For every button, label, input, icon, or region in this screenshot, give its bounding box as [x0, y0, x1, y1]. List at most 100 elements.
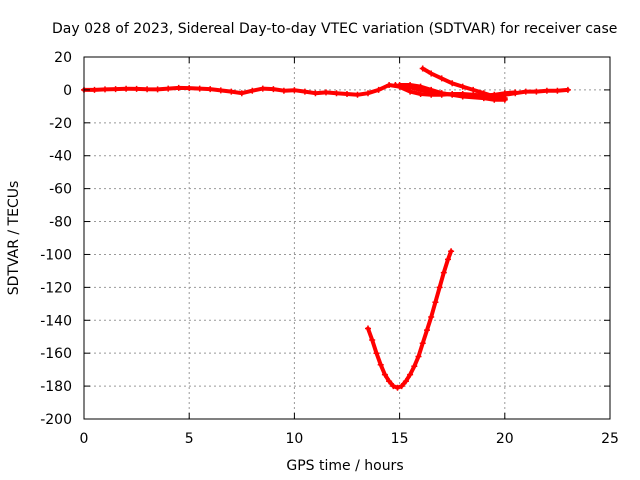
- data-point: [291, 87, 298, 94]
- data-point: [365, 325, 371, 332]
- data-point: [259, 85, 266, 92]
- data-point: [377, 361, 384, 368]
- data-point: [417, 91, 424, 97]
- data-point: [365, 90, 371, 97]
- y-tick-label: 20: [54, 50, 72, 66]
- data-point: [428, 70, 435, 77]
- data-point: [459, 93, 466, 100]
- data-point: [415, 353, 422, 360]
- data-point: [417, 83, 424, 90]
- data-point: [407, 88, 414, 95]
- data-point: [522, 88, 529, 95]
- data-point: [424, 327, 430, 334]
- series-layer: [81, 65, 571, 391]
- y-tick-label: 0: [63, 83, 72, 99]
- data-point: [228, 88, 235, 95]
- data-point: [369, 337, 376, 343]
- data-point: [396, 82, 403, 88]
- grid: [84, 57, 610, 419]
- data-point: [333, 90, 340, 97]
- data-point: [432, 299, 439, 306]
- data-point: [381, 371, 388, 378]
- data-point: [217, 87, 224, 94]
- data-point: [102, 86, 108, 93]
- data-point: [436, 284, 443, 291]
- data-point: [438, 90, 445, 97]
- data-point: [428, 86, 435, 93]
- data-point: [238, 90, 245, 97]
- data-point: [249, 87, 256, 94]
- data-point: [373, 350, 380, 357]
- data-point: [123, 85, 130, 92]
- data-point: [445, 256, 451, 263]
- data-point: [344, 91, 350, 97]
- data-point: [470, 86, 477, 93]
- x-tick-label: 25: [601, 431, 619, 447]
- data-point: [301, 88, 308, 95]
- data-point: [386, 378, 393, 385]
- data-point: [323, 89, 329, 96]
- data-point: [394, 384, 401, 391]
- data-point: [480, 90, 487, 97]
- data-point: [165, 85, 172, 92]
- data-point: [543, 87, 550, 94]
- data-point: [186, 85, 193, 92]
- y-axis-label: SDTVAR / TECUs: [6, 181, 22, 296]
- data-point: [390, 383, 397, 390]
- data-point: [419, 65, 426, 72]
- data-point: [154, 86, 161, 93]
- data-point: [312, 90, 319, 97]
- chart-title: Day 028 of 2023, Sidereal Day-to-day VTE…: [52, 21, 617, 37]
- data-point: [501, 95, 508, 102]
- data-point: [112, 86, 119, 93]
- x-tick-label: 5: [185, 431, 194, 447]
- data-point: [91, 86, 98, 93]
- y-tick-label: -180: [40, 379, 72, 395]
- data-point: [196, 85, 203, 92]
- y-tick-label: -20: [49, 116, 72, 132]
- y-tick-label: -40: [49, 149, 72, 165]
- data-point: [386, 82, 393, 88]
- data-point: [419, 340, 426, 347]
- x-tick-label: 0: [80, 431, 89, 447]
- data-point: [207, 86, 214, 93]
- x-axis-label: GPS time / hours: [286, 458, 403, 474]
- data-point: [402, 378, 409, 385]
- y-tick-label: -140: [40, 313, 72, 329]
- data-point: [407, 371, 414, 378]
- x-tick-label: 10: [285, 431, 303, 447]
- data-point: [270, 86, 277, 93]
- data-point: [449, 80, 456, 87]
- data-point: [438, 75, 445, 82]
- data-point: [564, 86, 571, 93]
- data-point: [280, 87, 287, 94]
- data-point: [459, 83, 466, 90]
- data-point: [354, 91, 361, 98]
- x-tick-label: 15: [391, 431, 409, 447]
- data-point: [175, 84, 182, 91]
- plot-frame: [83, 56, 611, 420]
- data-point: [398, 383, 405, 390]
- data-point: [407, 82, 414, 88]
- y-tick-label: -160: [40, 346, 72, 362]
- y-tick-label: -120: [40, 280, 72, 296]
- y-tick-label: -100: [40, 247, 72, 263]
- x-tick-label: 20: [496, 431, 514, 447]
- data-point: [375, 86, 382, 93]
- data-point: [440, 269, 447, 276]
- data-point: [411, 363, 418, 370]
- data-point: [428, 314, 435, 320]
- data-point: [533, 88, 540, 95]
- ticks: [83, 56, 611, 420]
- y-tick-label: -200: [40, 412, 72, 428]
- data-point: [512, 89, 519, 96]
- data-point: [133, 85, 140, 92]
- y-tick-label: -80: [49, 215, 72, 231]
- y-tick-label: -60: [49, 182, 72, 198]
- data-point: [144, 86, 151, 93]
- data-point: [554, 87, 561, 94]
- data-point: [491, 93, 498, 100]
- tick-labels: 0 5 10 15 20 25 20 0 -20 -40 -60 -80 -100 -120 -140 -16…: [40, 50, 619, 447]
- data-point: [448, 248, 455, 255]
